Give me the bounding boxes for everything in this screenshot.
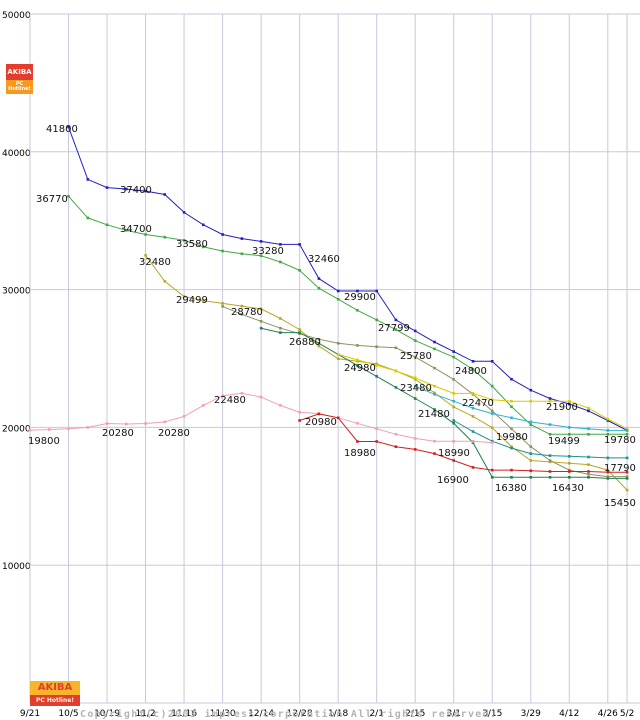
svg-text:1/18: 1/18 <box>328 709 348 719</box>
svg-text:20280: 20280 <box>102 428 134 439</box>
svg-text:37400: 37400 <box>120 185 152 196</box>
svg-text:11/2: 11/2 <box>135 709 155 719</box>
svg-text:19499: 19499 <box>548 436 580 447</box>
svg-text:21480: 21480 <box>418 409 450 420</box>
svg-text:16900: 16900 <box>437 475 469 486</box>
svg-text:4/26: 4/26 <box>598 709 618 719</box>
svg-text:11/30: 11/30 <box>210 709 236 719</box>
svg-text:12/14: 12/14 <box>248 709 274 719</box>
svg-text:20000: 20000 <box>2 424 31 434</box>
svg-text:24980: 24980 <box>344 363 376 374</box>
svg-text:16380: 16380 <box>495 483 527 494</box>
svg-text:30000: 30000 <box>2 287 31 297</box>
svg-text:40000: 40000 <box>2 149 31 159</box>
svg-text:20980: 20980 <box>305 417 337 428</box>
svg-text:5/2: 5/2 <box>620 709 634 719</box>
svg-text:36770: 36770 <box>36 194 68 205</box>
akiba-logo-text: AKIBA <box>30 681 80 695</box>
svg-text:24800: 24800 <box>455 366 487 377</box>
svg-text:41800: 41800 <box>46 124 78 135</box>
svg-text:34700: 34700 <box>120 224 152 235</box>
svg-text:29900: 29900 <box>344 292 376 303</box>
svg-text:21900: 21900 <box>546 402 578 413</box>
svg-text:15450: 15450 <box>604 498 636 509</box>
akiba-watermark-logo: AKIBA PC Hotline! <box>6 64 33 94</box>
svg-text:18980: 18980 <box>344 448 376 459</box>
svg-text:10000: 10000 <box>2 562 31 572</box>
svg-text:3/1: 3/1 <box>446 709 460 719</box>
svg-text:23480: 23480 <box>400 383 432 394</box>
svg-text:11/16: 11/16 <box>171 709 197 719</box>
svg-text:16430: 16430 <box>552 483 584 494</box>
akiba-logo-text: AKIBA <box>6 64 33 80</box>
svg-text:25780: 25780 <box>400 351 432 362</box>
svg-text:27799: 27799 <box>378 323 410 334</box>
svg-text:26880: 26880 <box>289 337 321 348</box>
svg-text:22480: 22480 <box>214 395 246 406</box>
svg-text:33580: 33580 <box>176 239 208 250</box>
svg-text:4/12: 4/12 <box>559 709 579 719</box>
svg-text:9/21: 9/21 <box>20 709 40 719</box>
svg-text:19800: 19800 <box>28 436 60 447</box>
pc-hotline-logo-text: PC Hotline! <box>6 80 33 94</box>
svg-text:19780: 19780 <box>604 435 636 446</box>
footer-copyright: Copyright(c)2003 impress corporation All… <box>80 682 497 720</box>
svg-text:50000: 50000 <box>2 11 31 21</box>
svg-text:12/28: 12/28 <box>287 709 313 719</box>
svg-text:17790: 17790 <box>604 463 636 474</box>
svg-text:20280: 20280 <box>158 428 190 439</box>
svg-text:32480: 32480 <box>139 257 171 268</box>
svg-text:28780: 28780 <box>231 307 263 318</box>
svg-text:19980: 19980 <box>496 432 528 443</box>
svg-text:2/1: 2/1 <box>369 709 383 719</box>
svg-text:22470: 22470 <box>462 398 494 409</box>
svg-text:3/15: 3/15 <box>482 709 502 719</box>
svg-text:2/15: 2/15 <box>405 709 425 719</box>
svg-text:3/29: 3/29 <box>521 709 541 719</box>
svg-text:33280: 33280 <box>252 246 284 257</box>
copyright-line: Copyright(c)2003 impress corporation All… <box>80 709 498 720</box>
svg-text:10/5: 10/5 <box>58 709 78 719</box>
svg-text:32460: 32460 <box>308 254 340 265</box>
svg-text:10/19: 10/19 <box>94 709 120 719</box>
svg-text:29499: 29499 <box>176 295 208 306</box>
akiba-footer-logo: AKIBA PC Hotline! <box>30 681 80 706</box>
svg-text:18990: 18990 <box>438 448 470 459</box>
pc-hotline-logo-text: PC Hotline! <box>30 695 80 706</box>
